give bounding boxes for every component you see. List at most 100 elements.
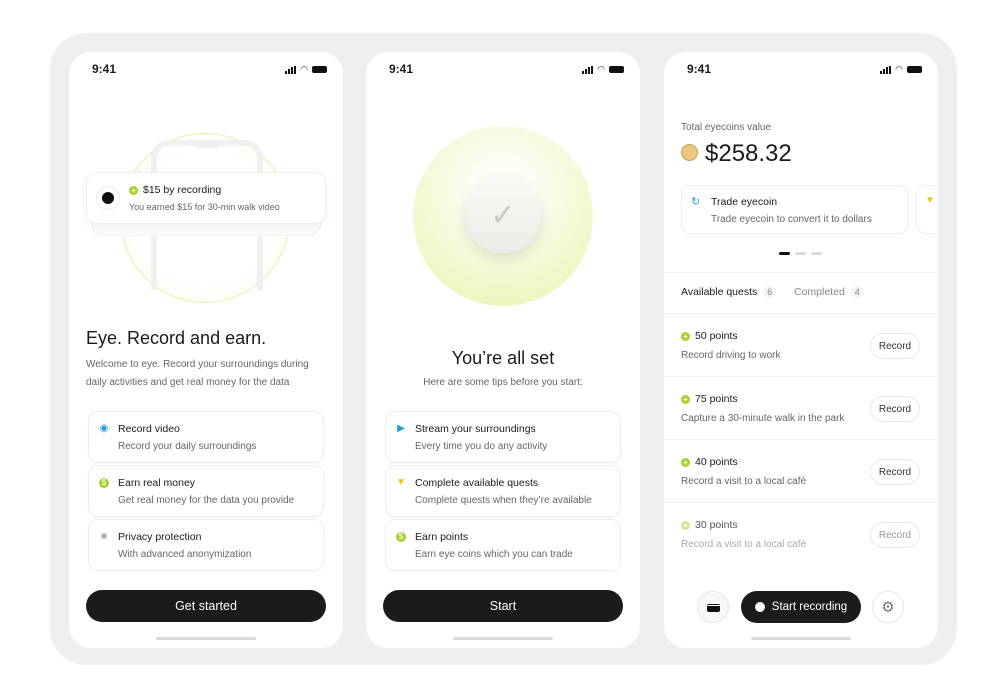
feature-earn-money: $ Earn real money Get real money for the d… (88, 465, 324, 517)
card-subtitle: Trade eyecoin to convert it to dollars (711, 214, 872, 225)
next-card-partial[interactable]: ▼ (916, 185, 938, 234)
carousel-dots (779, 252, 822, 255)
feature-title: Record video (118, 423, 180, 435)
signal-icon (582, 65, 594, 74)
tab-available-quests[interactable]: Available quests 6 (681, 286, 777, 298)
lock-icon: ■ (100, 531, 108, 542)
check-icon: ✓ (490, 198, 516, 232)
plus-icon: + (681, 457, 690, 467)
camera-icon: ◉ (99, 423, 109, 434)
settings-button[interactable]: ⚙ (872, 591, 904, 623)
wallet-button[interactable] (697, 591, 729, 623)
tab-label: Completed (794, 286, 845, 298)
tip-title: Earn points (415, 531, 469, 543)
page-subtitle: Here are some tips before you start: (423, 377, 583, 388)
home-indicator (751, 637, 851, 640)
divider (664, 272, 938, 273)
battery-icon (312, 66, 327, 73)
start-button[interactable]: Start (383, 590, 623, 622)
tip-points: $ Earn points Earn eye coins which you can… (385, 519, 621, 571)
get-started-button[interactable]: Get started (86, 590, 326, 622)
tips-list: ▶ Stream your surroundings Every time you … (385, 411, 621, 573)
onboarding-screen: 9:41 ◠ + $15 by recording You earned $15 … (69, 52, 343, 648)
dollar-icon: $ (99, 478, 109, 488)
signal-icon (285, 65, 297, 74)
page-title: Eye. Record and earn. (86, 328, 267, 348)
feature-title: Earn real money (118, 477, 196, 489)
plus-icon: + (681, 331, 690, 341)
quest-item: +50 points Record driving to work Record (664, 313, 938, 376)
record-button[interactable]: Record (870, 396, 920, 422)
gear-icon: ⚙ (881, 599, 895, 616)
video-icon: ▶ (397, 423, 405, 434)
quest-desc: Record driving to work (681, 350, 781, 361)
balance-label: Total eyecoins value (681, 122, 772, 133)
tip-title: Complete available quests (415, 477, 539, 489)
dollar-icon: $ (396, 532, 406, 542)
quest-desc: Record a visit to a local café (681, 476, 807, 487)
description-line-1: Welcome to eye. Record your surroundings… (86, 359, 309, 370)
status-time: 9:41 (687, 62, 712, 76)
notch (194, 140, 220, 148)
status-icons: ◠ (285, 64, 327, 75)
trade-eyecoin-card[interactable]: ↻ Trade eyecoin Trade eyecoin to convert… (681, 185, 909, 234)
status-icons: ◠ (582, 64, 624, 75)
tip-stream: ▶ Stream your surroundings Every time you … (385, 411, 621, 463)
feature-subtitle: With advanced anonymization (118, 549, 252, 560)
quest-points: 40 points (695, 456, 738, 468)
home-indicator (156, 637, 256, 640)
status-time: 9:41 (389, 62, 414, 76)
dot[interactable] (795, 252, 806, 255)
trophy-icon: ▼ (396, 477, 406, 488)
feature-record-video: ◉ Record video Record your daily surroundi… (88, 411, 324, 463)
status-time: 9:41 (92, 62, 117, 76)
quest-desc: Capture a 30-minute walk in the park (681, 413, 845, 424)
checkmark-badge: ✓ (465, 177, 541, 253)
battery-icon (609, 66, 624, 73)
start-recording-button[interactable]: Start recording (741, 591, 861, 623)
plus-icon: + (681, 520, 690, 530)
record-button[interactable]: Record (870, 522, 920, 548)
refresh-icon: ↻ (691, 196, 701, 208)
notification-subtitle: You earned $15 for 30-min walk video (129, 202, 280, 212)
home-indicator (453, 637, 553, 640)
record-eye-icon (754, 602, 765, 612)
eye-logo-icon (96, 186, 120, 210)
notification-card: + $15 by recording You earned $15 for 30-… (86, 172, 326, 224)
tip-subtitle: Complete quests when they’re available (415, 495, 592, 506)
description-line-2: daily activities and get real money for … (86, 377, 290, 388)
dot-active[interactable] (779, 252, 790, 255)
feature-subtitle: Get real money for the data you provide (118, 495, 295, 506)
tip-subtitle: Every time you do any activity (415, 441, 548, 452)
wifi-icon: ◠ (597, 64, 605, 74)
wallet-icon (706, 602, 720, 612)
wifi-icon: ◠ (895, 64, 903, 74)
quest-item: +30 points Record a visit to a local café… (664, 502, 938, 565)
quest-desc: Record a visit to a local café (681, 539, 807, 550)
feature-privacy: ■ Privacy protection With advanced anonymi… (88, 519, 324, 571)
tip-title: Stream your surroundings (415, 423, 536, 435)
signal-icon (880, 65, 892, 74)
feature-list: ◉ Record video Record your daily surroundi… (88, 411, 324, 573)
trophy-icon: ▼ (925, 195, 935, 206)
dot[interactable] (811, 252, 822, 255)
quest-points: 50 points (695, 330, 738, 342)
record-button[interactable]: Record (870, 333, 920, 359)
quest-points: 75 points (695, 393, 738, 405)
quest-item: +40 points Record a visit to a local café… (664, 439, 938, 502)
tab-completed[interactable]: Completed 4 (794, 286, 864, 298)
dashboard-screen: 9:41 ◠ Total eyecoins value $258.32 ↻ Tr… (664, 52, 938, 648)
start-recording-label: Start recording (771, 601, 848, 613)
wifi-icon: ◠ (300, 64, 308, 74)
quest-item: +75 points Capture a 30-minute walk in th… (664, 376, 938, 439)
record-button[interactable]: Record (870, 459, 920, 485)
plus-icon: + (681, 394, 690, 404)
notification-title: $15 by recording (143, 184, 222, 196)
tab-count: 6 (763, 286, 777, 298)
card-title: Trade eyecoin (711, 196, 778, 208)
battery-icon (907, 66, 922, 73)
tab-count: 4 (850, 286, 864, 298)
feature-subtitle: Record your daily surroundings (118, 441, 257, 452)
status-icons: ◠ (880, 64, 922, 75)
tip-quests: ▼ Complete available quests Complete quest… (385, 465, 621, 517)
